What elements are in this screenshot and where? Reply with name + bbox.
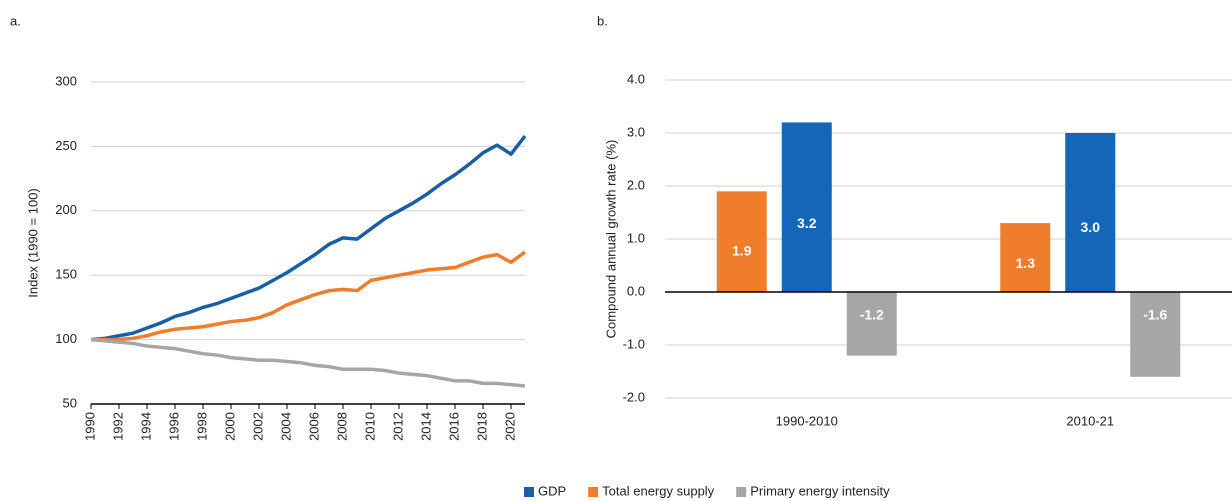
- y-tick-label: -2.0: [623, 389, 645, 404]
- y-tick-label: 0.0: [627, 283, 645, 298]
- x-tick-label: 2012: [390, 412, 405, 441]
- y-tick-label: -1.0: [623, 336, 645, 351]
- y-tick-label: 2.0: [627, 177, 645, 192]
- x-tick-label: 2016: [446, 412, 461, 441]
- x-tick-label: 2010-21: [1066, 413, 1114, 428]
- value-label: 3.2: [797, 215, 817, 231]
- x-tick-label: 2000: [222, 412, 237, 441]
- y-tick-label: 300: [55, 73, 77, 88]
- value-label: -1.2: [860, 307, 884, 323]
- value-label: 1.9: [732, 242, 752, 258]
- value-label: 1.3: [1016, 255, 1036, 271]
- x-tick-label: 1994: [138, 412, 153, 441]
- x-tick-label: 2008: [334, 412, 349, 441]
- y-tick-label: 1.0: [627, 230, 645, 245]
- x-tick-label: 2006: [306, 412, 321, 441]
- legend-swatch: [588, 487, 599, 497]
- legend-swatch: [524, 487, 534, 497]
- chart-title: a.: [10, 13, 21, 28]
- y-tick-label: 100: [55, 331, 77, 346]
- bar: [846, 292, 897, 356]
- y-tick-label: 150: [55, 267, 77, 282]
- legend-swatch: [736, 487, 747, 497]
- line-series: [91, 250, 527, 342]
- x-tick-label: 2004: [278, 412, 293, 441]
- bar: [781, 122, 832, 293]
- bar: [1130, 292, 1181, 377]
- y-tick-label: 250: [55, 138, 77, 153]
- line-series: [90, 337, 526, 388]
- legend-label: GDP: [538, 483, 566, 498]
- x-tick-label: 2014: [418, 412, 433, 441]
- y-axis-label: Index (1990 = 100): [25, 188, 40, 298]
- y-tick-label: 50: [63, 395, 77, 410]
- x-tick-label: 2002: [250, 412, 265, 441]
- x-tick-label: 1992: [110, 412, 125, 441]
- y-tick-label: 4.0: [627, 71, 645, 86]
- legend-label: Primary energy intensity: [750, 483, 890, 498]
- x-tick-label: 1990-2010: [776, 413, 838, 428]
- value-label: -1.6: [1143, 307, 1167, 323]
- x-tick-label: 2010: [362, 412, 377, 441]
- x-tick-label: 1996: [166, 412, 181, 441]
- line-series: [90, 135, 527, 342]
- y-axis-label: Compound annual growth rate (%): [603, 140, 618, 339]
- x-tick-label: 2020: [502, 412, 517, 441]
- y-tick-label: 3.0: [627, 124, 645, 139]
- bar: [716, 191, 767, 292]
- value-label: 3.0: [1081, 219, 1101, 235]
- bar: [1065, 133, 1116, 292]
- legend-label: Total energy supply: [602, 483, 715, 498]
- bar: [1000, 223, 1051, 292]
- y-tick-label: 200: [55, 202, 77, 217]
- x-tick-label: 1990: [82, 412, 97, 441]
- x-tick-label: 2018: [474, 412, 489, 441]
- x-tick-label: 1998: [194, 412, 209, 441]
- chart-title: b.: [597, 13, 608, 28]
